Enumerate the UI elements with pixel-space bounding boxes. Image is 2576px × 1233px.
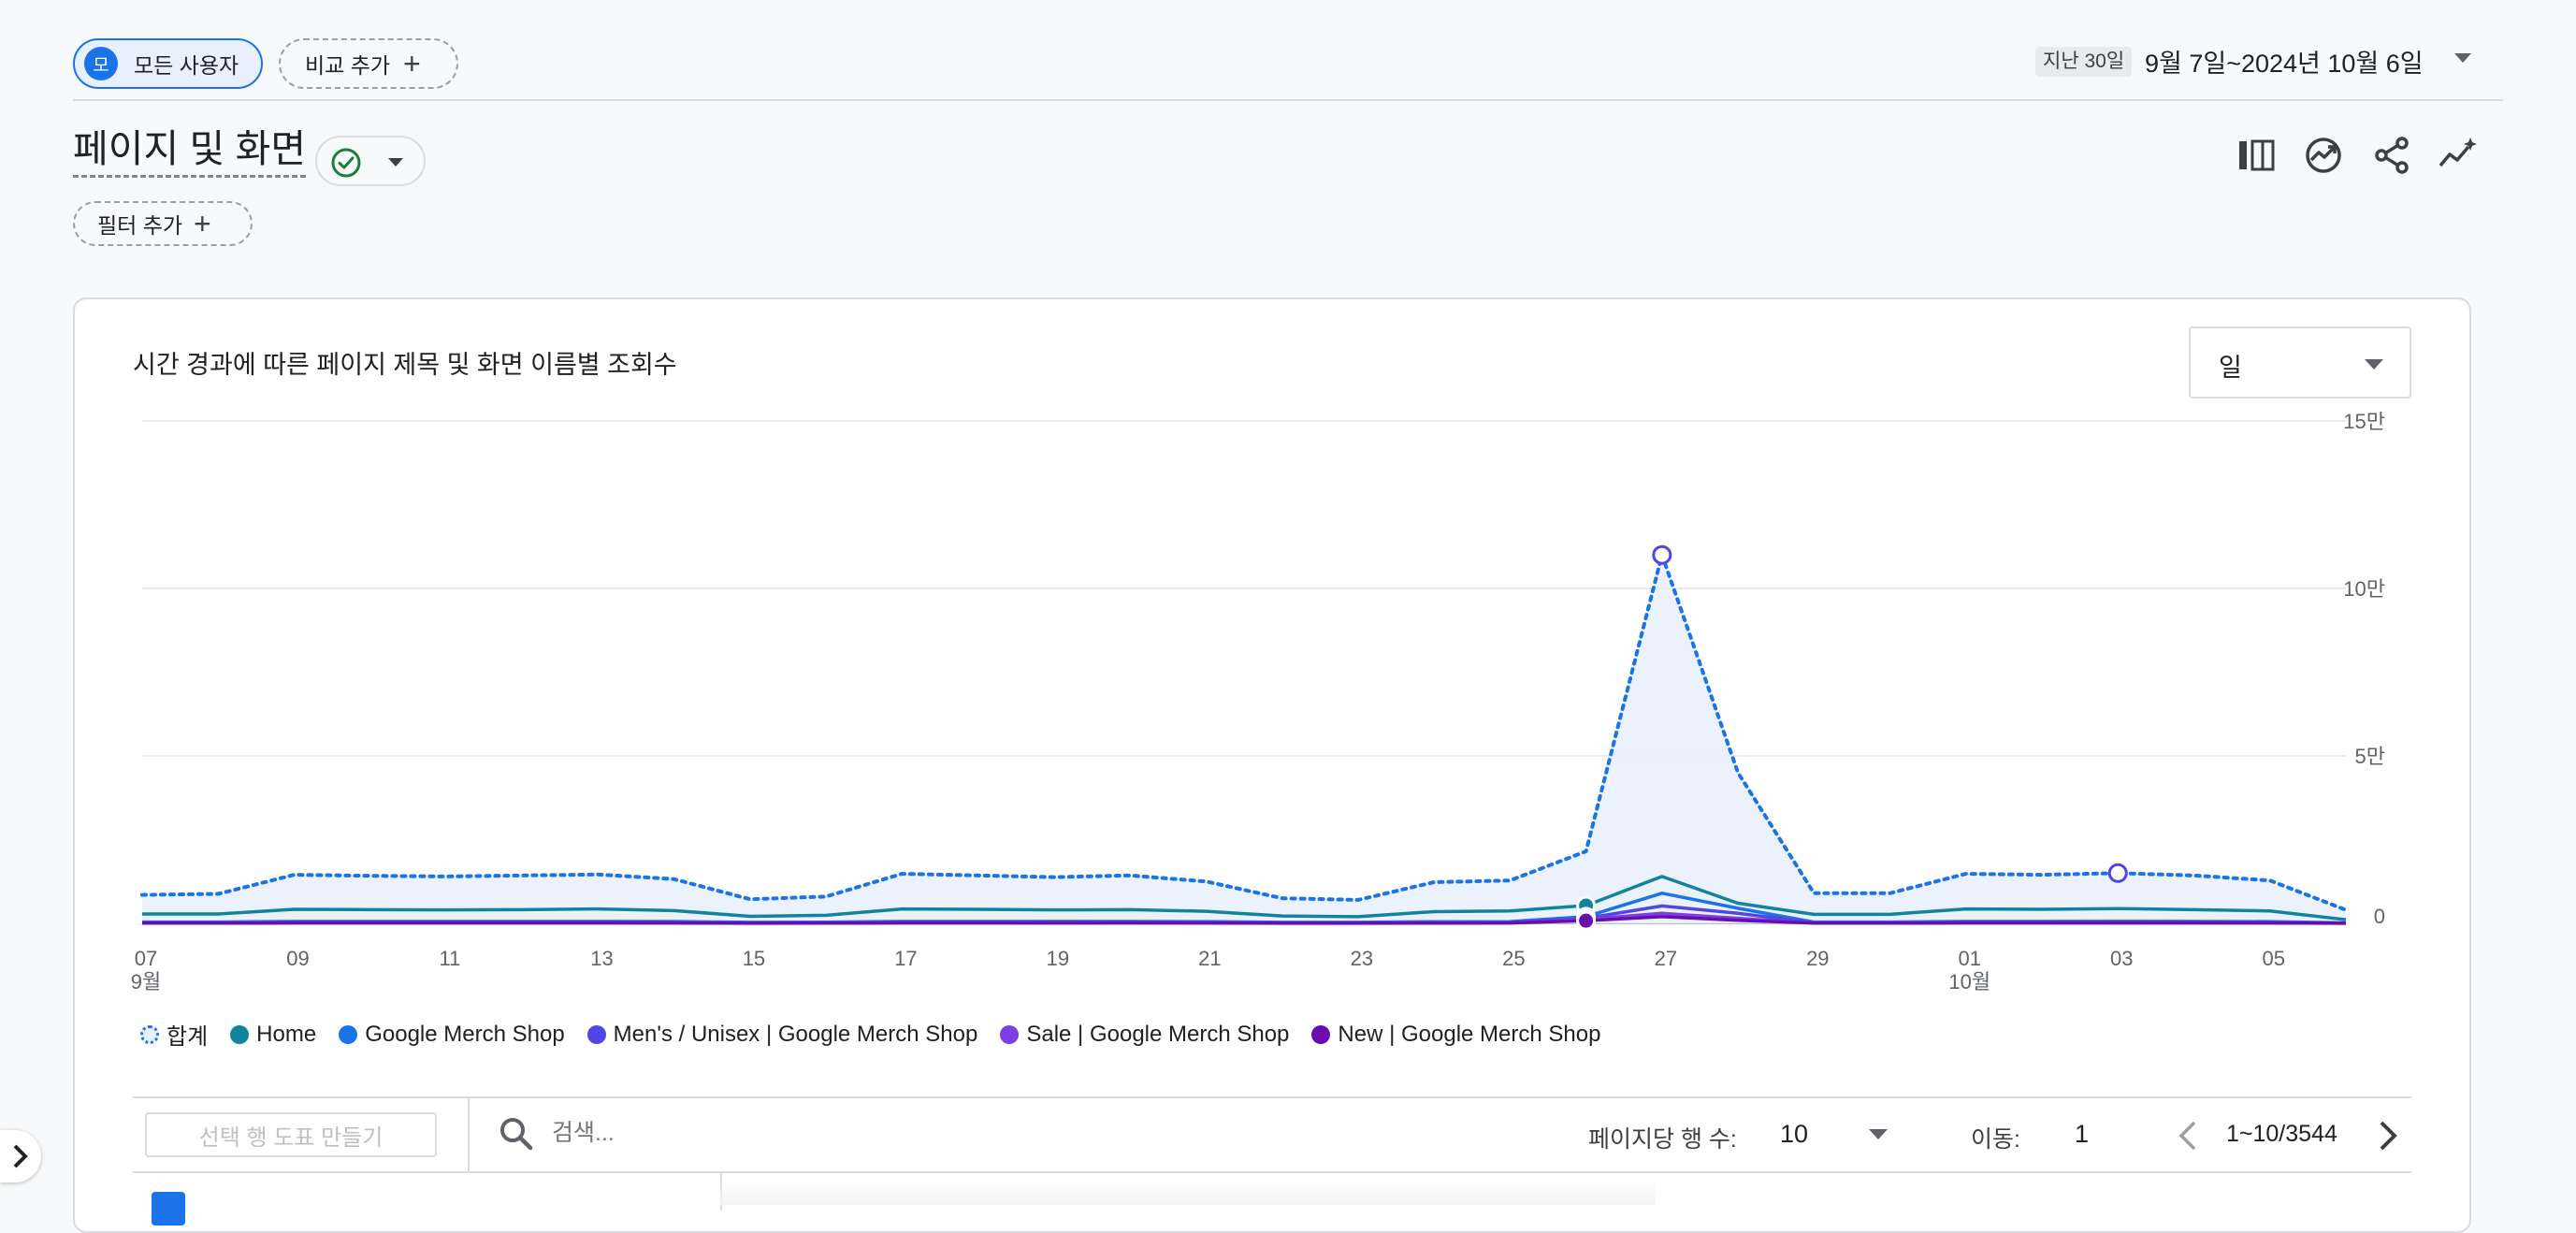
chart-legend: 합계 Home Google Merch Shop Men's / Unisex | … [140,1018,1623,1051]
legend-swatch [339,1024,358,1044]
x-tick-label: 05 [2263,947,2285,970]
y-tick-label: 5만 [2355,745,2385,768]
legend-label: New | Google Merch Shop [1338,1021,1601,1047]
page-range: 1~10/3544 [2226,1121,2337,1147]
table-header-fade [720,1181,1656,1205]
add-filter-button[interactable]: 필터 추가 + [73,201,253,246]
legend-swatch [586,1024,606,1044]
series-line [140,553,2348,912]
table-top-divider [133,1096,2411,1098]
period-value: 일 [2219,354,2242,382]
chevron-left-icon[interactable] [2176,1119,2200,1153]
x-tick-month: 10월 [1948,970,1990,994]
x-tick-label: 19 [1047,947,1069,970]
report-status-dropdown[interactable] [315,136,426,186]
period-select[interactable]: 일 [2189,326,2411,399]
x-tick-label: 23 [1351,947,1373,970]
total-area [142,555,2346,923]
data-point-marker [1652,544,1672,565]
segment-avatar: 모 [84,47,118,80]
legend-item[interactable]: Sale | Google Merch Shop [1000,1022,1289,1048]
legend-swatch [1000,1024,1020,1044]
rows-per-page-select[interactable]: 10 [1780,1120,1809,1148]
goto-page-label: 이동: [1971,1126,2020,1153]
data-point-marker [2107,863,2128,883]
toolbar-divider [468,1098,470,1171]
x-tick-label: 15 [743,947,765,970]
legend-label: 합계 [166,1024,209,1050]
header-divider [73,99,2503,101]
y-tick-label: 10만 [2343,577,2385,601]
x-tick-label: 27 [1655,947,1677,970]
legend-item[interactable]: Home [230,1022,316,1048]
legend-item[interactable]: New | Google Merch Shop [1311,1022,1600,1048]
y-tick-label: 15만 [2343,412,2385,433]
x-tick-label: 13 [590,947,613,970]
chevron-right-icon[interactable] [2376,1119,2400,1153]
expand-sidebar-button[interactable] [0,1130,41,1182]
x-tick-label: 01 [1959,947,1981,970]
x-tick-label: 29 [1806,947,1829,970]
plus-icon: + [403,47,421,80]
compare-columns-icon[interactable] [2235,134,2278,177]
insights-icon[interactable] [2302,134,2345,177]
select-all-checkbox[interactable] [152,1192,185,1226]
date-range-picker[interactable]: 9월 7일~2024년 10월 6일 [2145,50,2424,78]
x-tick-label: 21 [1198,947,1221,970]
check-circle-icon [331,148,361,178]
legend-swatch [230,1024,250,1044]
table-search-input[interactable] [552,1120,1020,1147]
legend-item[interactable]: Google Merch Shop [339,1021,565,1048]
add-filter-label: 필터 추가 [97,213,183,238]
x-tick-label: 09 [286,947,309,970]
series-line [142,915,2347,925]
goto-page-input[interactable]: 1 [2075,1120,2090,1148]
chart-title: 시간 경과에 따른 페이지 제목 및 화면 이름별 조회수 [133,351,677,379]
legend-swatch [1311,1024,1331,1044]
add-comparison-label: 비교 추가 [305,53,391,78]
x-tick-label: 17 [894,947,917,970]
legend-label: Home [256,1021,317,1047]
share-icon[interactable] [2370,134,2413,177]
legend-label: Sale | Google Merch Shop [1026,1021,1290,1047]
date-range-caret-icon[interactable] [2454,53,2471,63]
chevron-down-icon [388,158,403,167]
add-comparison-button[interactable]: 비교 추가 + [279,38,458,89]
chevron-right-icon [13,1144,28,1168]
rows-per-page-label: 페이지당 행 수: [1588,1126,1737,1153]
x-tick-label: 03 [2110,947,2133,970]
chevron-down-icon [2365,359,2383,370]
segment-label: 모든 사용자 [134,53,239,78]
search-icon [500,1118,533,1151]
legend-label: Google Merch Shop [365,1021,565,1047]
chevron-down-icon[interactable] [1869,1129,1888,1139]
plus-icon: + [194,207,211,240]
series-line [142,875,2347,921]
legend-label: Men's / Unisex | Google Merch Shop [613,1021,978,1047]
x-tick-label: 25 [1502,947,1525,970]
segment-chip-all-users[interactable]: 모 모든 사용자 [73,38,263,89]
sparkline-icon[interactable] [2437,134,2480,177]
x-tick-label: 07 [135,947,157,970]
date-preset-badge: 지난 30일 [2035,47,2133,77]
table-header-divider [133,1171,2411,1173]
data-point-marker [1576,910,1597,931]
page-title[interactable]: 페이지 및 화면 [73,127,307,179]
legend-item[interactable]: Men's / Unisex | Google Merch Shop [586,1021,978,1048]
legend-swatch [140,1024,159,1044]
legend-item[interactable]: 합계 [140,1018,208,1051]
x-tick-label: 11 [440,947,461,970]
x-tick-month: 9월 [131,970,161,994]
plot-selected-rows-button[interactable]: 선택 행 도표 만들기 [145,1112,437,1157]
y-tick-label: 0 [2374,905,2385,928]
chart-card [73,297,2471,1233]
